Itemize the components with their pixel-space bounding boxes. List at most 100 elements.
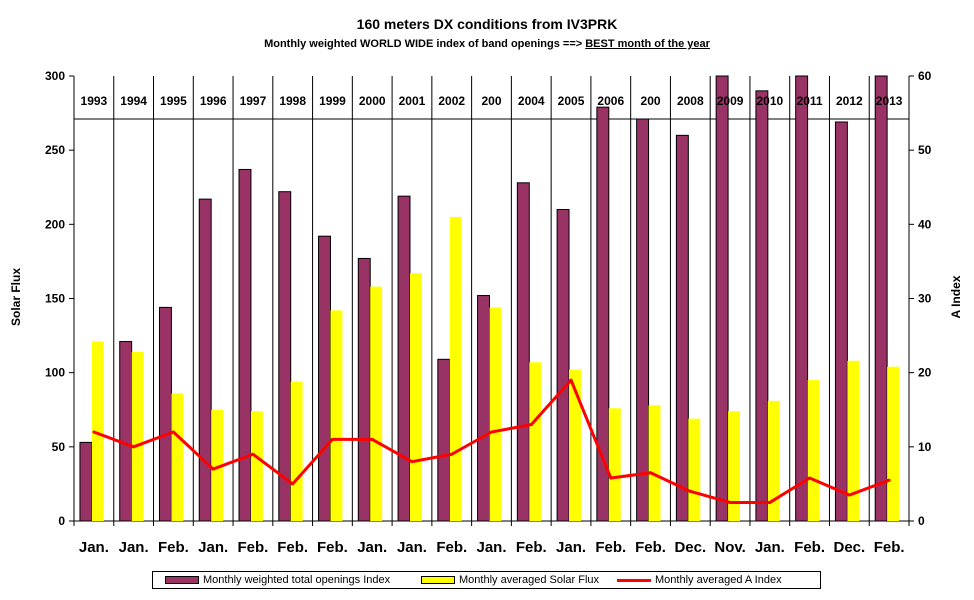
year-label-20: 2013 xyxy=(876,94,903,108)
year-label-3: 1996 xyxy=(200,94,227,108)
y-tick-label-left-0: 0 xyxy=(58,514,65,528)
year-label-6: 1999 xyxy=(319,94,346,108)
bar-openings-12 xyxy=(556,209,570,522)
point-aindex-20 xyxy=(887,478,891,482)
year-label-2: 1995 xyxy=(160,94,187,108)
bar-solar-16 xyxy=(728,411,741,521)
point-aindex-14 xyxy=(649,471,653,475)
category-label-6: Feb. xyxy=(317,539,348,556)
category-label-18: Feb. xyxy=(794,539,825,556)
y-tick-label-right-5: 50 xyxy=(918,143,932,157)
year-label-17: 2010 xyxy=(756,94,783,108)
year-label-10: 200 xyxy=(481,94,501,108)
bar-solar-7 xyxy=(370,286,383,521)
bar-openings-18 xyxy=(795,75,809,522)
bar-solar-9 xyxy=(449,216,462,521)
category-label-8: Jan. xyxy=(397,539,427,556)
legend-label-openings: Monthly weighted total openings Index xyxy=(203,574,391,586)
y-tick-label-left-4: 200 xyxy=(45,217,65,231)
bar-openings-1 xyxy=(119,341,133,522)
year-label-4: 1997 xyxy=(240,94,267,108)
y-tick-label-left-2: 100 xyxy=(45,366,65,380)
point-aindex-3 xyxy=(211,467,215,471)
bar-solar-5 xyxy=(290,381,303,521)
point-aindex-4 xyxy=(251,452,255,456)
bar-openings-4 xyxy=(238,168,252,522)
bar-solar-0 xyxy=(91,341,104,521)
bar-openings-17 xyxy=(755,90,769,522)
subtitle-text: Monthly weighted WORLD WIDE index of ban… xyxy=(264,38,583,50)
point-aindex-8 xyxy=(410,460,414,464)
category-label-20: Feb. xyxy=(874,539,905,556)
point-aindex-17 xyxy=(768,500,772,504)
bar-solar-15 xyxy=(688,418,701,521)
bar-solar-10 xyxy=(489,307,502,521)
category-label-0: Jan. xyxy=(79,539,109,556)
y-tick-label-left-3: 150 xyxy=(45,292,65,306)
point-aindex-15 xyxy=(688,489,692,493)
y-tick-label-right-1: 10 xyxy=(918,440,932,454)
category-label-15: Dec. xyxy=(674,539,706,556)
bar-solar-20 xyxy=(887,366,900,521)
category-label-7: Jan. xyxy=(357,539,387,556)
point-aindex-13 xyxy=(609,476,613,480)
point-aindex-12 xyxy=(569,378,573,382)
category-label-4: Feb. xyxy=(238,539,269,556)
bar-openings-8 xyxy=(397,195,411,522)
bar-solar-17 xyxy=(767,400,780,521)
year-label-9: 2002 xyxy=(438,94,465,108)
year-label-5: 1998 xyxy=(279,94,306,108)
y-tick-label-left-6: 300 xyxy=(45,69,65,83)
bar-solar-18 xyxy=(807,380,820,521)
bar-openings-15 xyxy=(675,134,689,522)
bar-solar-4 xyxy=(250,411,263,521)
legend-item-aindex: Monthly averaged A Index xyxy=(617,573,782,587)
year-label-16: 2009 xyxy=(717,94,744,108)
point-aindex-16 xyxy=(728,500,732,504)
category-label-11: Feb. xyxy=(516,539,547,556)
bar-openings-0 xyxy=(79,441,93,522)
bar-openings-6 xyxy=(318,235,331,522)
legend-item-openings: Monthly weighted total openings Index xyxy=(165,573,390,587)
bar-solar-19 xyxy=(847,360,860,521)
point-aindex-19 xyxy=(847,493,851,497)
legend-label-aindex: Monthly averaged A Index xyxy=(655,574,782,586)
category-label-1: Jan. xyxy=(119,539,149,556)
point-aindex-0 xyxy=(92,430,96,434)
category-label-10: Jan. xyxy=(476,539,506,556)
year-label-12: 2005 xyxy=(558,94,585,108)
chart-title: 160 meters DX conditions from IV3PRK xyxy=(356,16,618,32)
category-label-17: Jan. xyxy=(755,539,785,556)
point-aindex-10 xyxy=(490,430,493,434)
category-label-9: Feb. xyxy=(436,539,467,556)
point-aindex-1 xyxy=(132,445,136,449)
legend-line-aindex xyxy=(617,578,651,582)
bar-solar-14 xyxy=(648,405,661,521)
bar-openings-19 xyxy=(834,121,848,522)
y-tick-label-right-2: 20 xyxy=(918,366,932,380)
year-label-18: 2011 xyxy=(797,94,823,108)
bar-openings-2 xyxy=(158,306,172,522)
y-tick-label-right-3: 30 xyxy=(918,292,932,306)
bar-openings-5 xyxy=(278,191,292,522)
bar-solar-8 xyxy=(409,273,422,521)
bar-solar-12 xyxy=(569,369,581,521)
year-label-0: 1993 xyxy=(81,94,108,108)
category-label-12: Jan. xyxy=(556,539,586,556)
bar-openings-14 xyxy=(636,118,650,522)
year-label-7: 2000 xyxy=(359,94,386,108)
year-label-11: 2004 xyxy=(518,94,545,108)
bar-solar-13 xyxy=(608,408,621,521)
y-axis-right-title: A Index xyxy=(949,275,963,319)
point-aindex-9 xyxy=(450,452,454,456)
year-label-14: 200 xyxy=(641,94,661,108)
subtitle-best: BEST month of the year xyxy=(585,38,710,50)
y-tick-label-right-6: 60 xyxy=(918,69,932,83)
bar-openings-16 xyxy=(715,75,729,522)
point-aindex-18 xyxy=(808,476,812,480)
year-label-1: 1994 xyxy=(120,94,147,108)
year-label-15: 2008 xyxy=(677,94,704,108)
y-tick-label-right-0: 0 xyxy=(918,514,925,528)
point-aindex-2 xyxy=(171,430,175,434)
legend-swatch-solar xyxy=(421,576,455,584)
